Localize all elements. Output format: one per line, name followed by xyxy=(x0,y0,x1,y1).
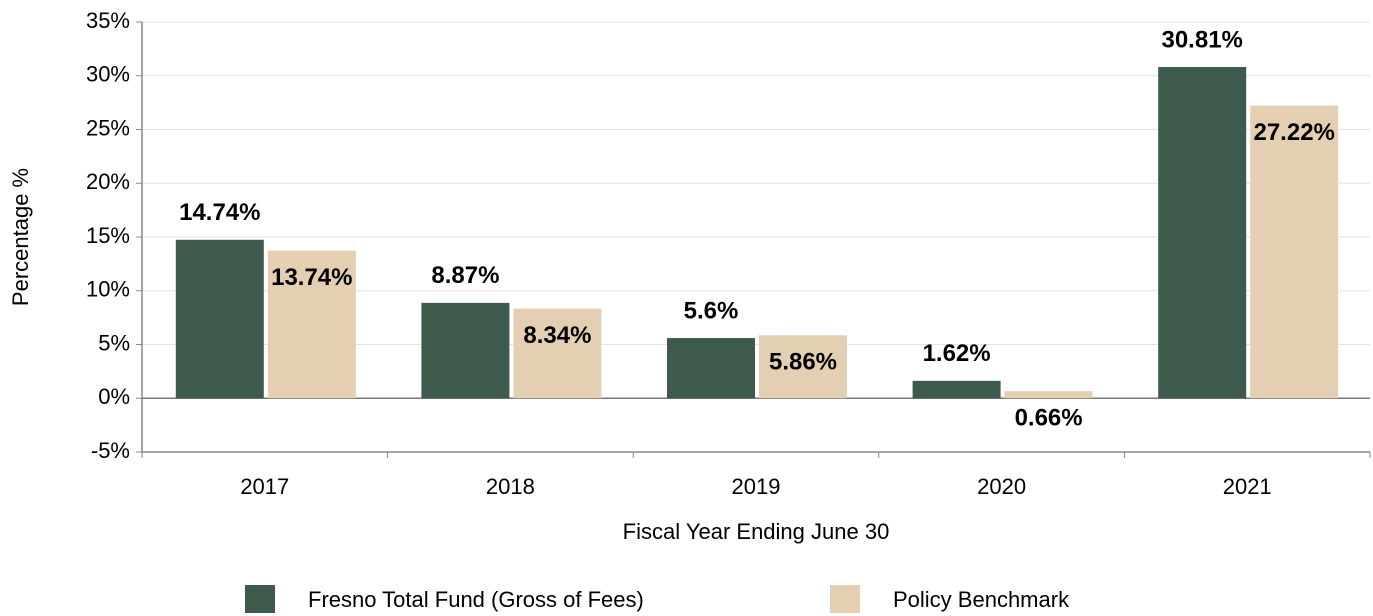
legend-label: Fresno Total Fund (Gross of Fees) xyxy=(308,587,644,612)
bar xyxy=(421,302,510,399)
y-tick-label: 10% xyxy=(86,277,130,302)
x-tick-label: 2020 xyxy=(977,474,1026,499)
data-label: 30.81% xyxy=(1161,26,1242,53)
y-tick-label: 5% xyxy=(98,330,130,355)
data-label: 14.74% xyxy=(179,199,260,226)
bar xyxy=(267,250,356,399)
y-tick-label: 20% xyxy=(86,169,130,194)
data-label: 8.34% xyxy=(523,322,591,349)
data-label: 8.87% xyxy=(431,262,499,289)
bar xyxy=(759,335,847,399)
data-label: 5.6% xyxy=(684,297,739,324)
data-label: 27.22% xyxy=(1253,119,1334,146)
y-tick-label: 35% xyxy=(86,8,130,33)
x-axis-label: Fiscal Year Ending June 30 xyxy=(623,519,890,544)
bar xyxy=(1004,391,1093,399)
x-tick-label: 2017 xyxy=(240,474,289,499)
y-tick-label: 25% xyxy=(86,115,130,140)
data-label: 1.62% xyxy=(923,340,991,367)
legend-swatch xyxy=(245,585,275,613)
x-tick-label: 2021 xyxy=(1223,474,1272,499)
legend-swatch xyxy=(830,585,860,613)
x-tick-label: 2019 xyxy=(732,474,781,499)
bar xyxy=(667,338,755,399)
data-label: 0.66% xyxy=(1015,404,1083,431)
x-tick-label: 2018 xyxy=(486,474,535,499)
data-label: 5.86% xyxy=(769,349,837,376)
y-tick-label: -5% xyxy=(91,438,130,463)
y-tick-label: 0% xyxy=(98,384,130,409)
bar xyxy=(1250,105,1339,399)
legend-label: Policy Benchmark xyxy=(893,587,1070,612)
y-tick-label: 15% xyxy=(86,223,130,248)
bar xyxy=(912,380,1001,399)
y-axis-label: Percentage % xyxy=(8,168,33,306)
bar xyxy=(513,308,602,399)
y-tick-label: 30% xyxy=(86,62,130,87)
bar xyxy=(175,239,264,399)
bar xyxy=(1158,67,1247,399)
data-label: 13.74% xyxy=(271,264,352,291)
